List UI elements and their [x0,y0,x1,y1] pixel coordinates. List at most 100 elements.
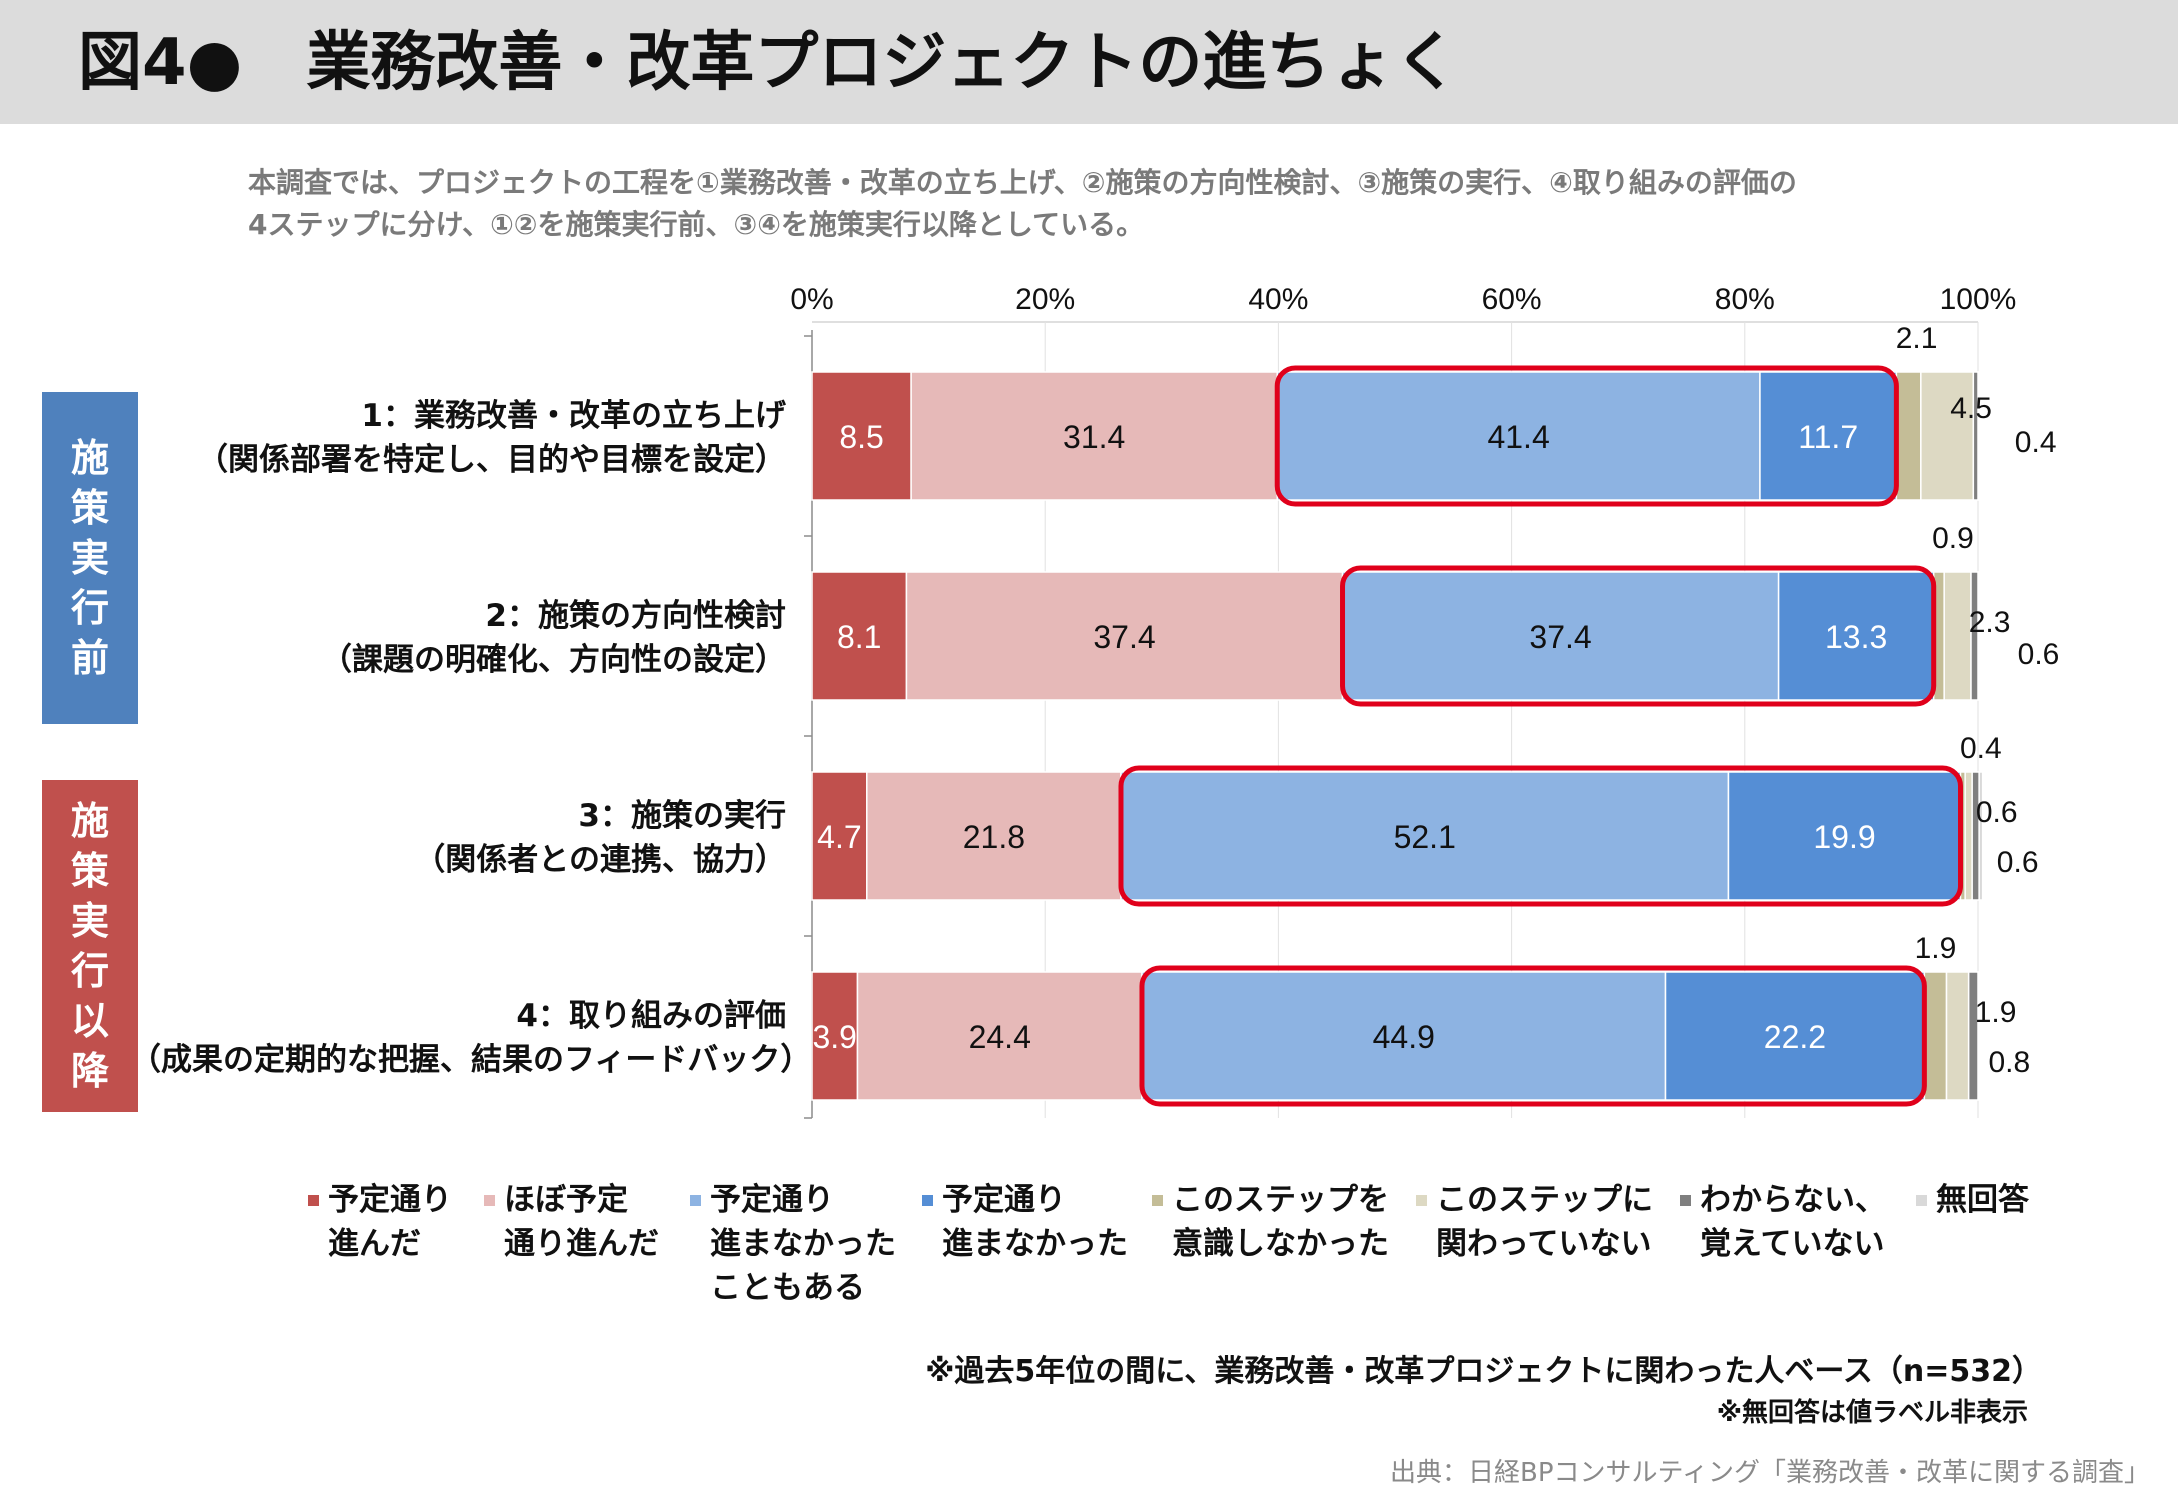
data-label: 19.9 [1813,819,1875,855]
data-label: 31.4 [1063,419,1125,455]
data-label: 13.3 [1825,619,1887,655]
group-char: 施 [70,436,109,480]
data-label: 44.9 [1373,1019,1435,1055]
data-label-small: 0.6 [1976,796,2018,829]
row-label-2: 2：施策の方向性検討 （課題の明確化、方向性の設定） [130,594,786,682]
group-char: 前 [70,636,109,680]
group-char: 施 [70,799,109,843]
data-label: 4.7 [817,819,861,855]
data-label-small: 0.9 [1932,522,1974,555]
legend-label: 意識しなかった [1172,1226,1389,1262]
survey-note-line1: 本調査では、プロジェクトの工程を①業務改善・改革の立ち上げ、②施策の方向性検討、… [248,166,1797,199]
bar-segment [1945,971,1970,1101]
bar-segment [811,371,912,501]
row-label-detail: （課題の明確化、方向性の設定） [321,642,786,678]
data-label: 21.8 [963,819,1025,855]
data-label-small: 1.9 [1975,996,2017,1029]
legend-swatch [922,1195,933,1206]
legend-swatch [690,1195,701,1206]
bar-segment [1964,771,1973,901]
group-char: 実 [70,536,109,580]
legend-label: こともある [710,1270,865,1306]
data-label: 8.1 [837,619,881,655]
x-tick-label: 40% [1248,283,1308,316]
bar-segment [1664,971,1926,1101]
header-band [0,0,2178,124]
x-tick-label: 0% [790,283,833,316]
data-label: 22.2 [1764,1019,1826,1055]
bar-segment [1895,371,1922,501]
highlight-outline [1274,365,1899,507]
legend-label: 予定通り [942,1182,1066,1218]
legend-item: 予定通り 進んだ [308,1178,452,1266]
survey-note: 本調査では、プロジェクトの工程を①業務改善・改革の立ち上げ、②施策の方向性検討、… [248,162,2048,246]
bar-segment [1727,771,1962,901]
bar-segment [1120,771,1730,901]
bar-segment [1967,971,1979,1101]
group-char: 実 [70,899,109,943]
data-label: 41.4 [1487,419,1549,455]
legend-label: わからない、 [1700,1182,1886,1218]
legend-label: 進まなかった [710,1226,896,1262]
row-label-1: 1：業務改善・改革の立ち上げ （関係部署を特定し、目的や目標を設定） [130,394,786,482]
legend-label: 進まなかった [942,1226,1128,1262]
bar-segment [866,771,1122,901]
bar-segment [1276,371,1761,501]
row-label-title: 3：施策の実行 [578,798,786,834]
row-label-detail: （成果の定期的な把握、結果のフィードバック） [130,1042,812,1078]
data-label-small: 0.4 [2015,426,2057,459]
row-label-title: 1：業務改善・改革の立ち上げ [361,398,786,434]
legend: 予定通り 進んだ ほぼ予定 通り進んだ 予定通り 進まなかった こともある 予定… [300,1178,2100,1318]
x-tick-label: 80% [1715,283,1775,316]
legend-swatch [1152,1195,1163,1206]
data-label-small: 0.4 [1960,732,2002,765]
legend-label: ほぼ予定 [504,1182,628,1218]
legend-label: 通り進んだ [504,1226,659,1262]
legend-item: このステップに 関わっていない [1416,1178,1653,1266]
row-label-detail: （関係部署を特定し、目的や目標を設定） [197,442,786,478]
highlight-outline [1340,565,1937,707]
row-label-3: 3：施策の実行 （関係者との連携、協力） [130,794,786,882]
data-label-small: 2.3 [1969,606,2011,639]
legend-label: 予定通り [328,1182,452,1218]
highlight-outline [1139,965,1927,1107]
legend-label: 無回答 [1936,1182,2029,1218]
data-label: 37.4 [1529,619,1591,655]
legend-label: 予定通り [710,1182,834,1218]
highlight-outline [1118,765,1964,907]
bar-segment [1943,571,1972,701]
legend-item: 無回答 [1916,1178,2029,1222]
row-label-4: 4：取り組みの評価 （成果の定期的な把握、結果のフィードバック） [130,994,812,1082]
page-title: 図4● 業務改善・改革プロジェクトの進ちょく [78,26,1459,100]
data-label-small: 0.6 [2018,638,2060,671]
row-label-detail: （関係者との連携、協力） [414,842,786,878]
bar-segment [905,571,1344,701]
data-label-small: 1.9 [1915,932,1957,965]
legend-item: わからない、 覚えていない [1680,1178,1886,1266]
bar-segment [856,971,1143,1101]
bar-segment [1978,771,1984,901]
legend-swatch [1916,1195,1927,1206]
data-label: 8.5 [839,419,883,455]
x-tick-label: 20% [1015,283,1075,316]
group-char: 降 [70,1049,109,1093]
row-label-title: 2：施策の方向性検討 [485,598,786,634]
bar-segment [1141,971,1667,1101]
legend-swatch [484,1195,495,1206]
legend-item: 予定通り 進まなかった [922,1178,1128,1266]
data-label: 11.7 [1798,419,1858,455]
data-label-small: 0.8 [1988,1046,2030,1079]
bar-segment [910,371,1278,501]
bar-segment [811,771,868,901]
group-char: 行 [70,949,109,993]
legend-item: このステップを 意識しなかった [1152,1178,1389,1266]
x-tick-label: 100% [1940,283,2017,316]
group-char: 策 [70,849,109,893]
bar-segment [1920,371,1975,501]
group-char: 以 [70,999,109,1043]
legend-item: ほぼ予定 通り進んだ [484,1178,659,1266]
legend-label: 進んだ [328,1226,421,1262]
source-credit: 出典：日経BPコンサルティング「業務改善・改革に関する調査」 [1390,1458,2150,1488]
group-char: 策 [70,486,109,530]
